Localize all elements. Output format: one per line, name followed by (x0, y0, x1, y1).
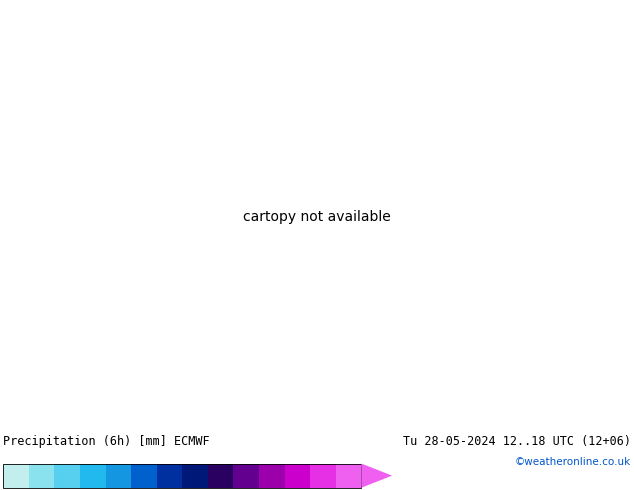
Bar (208, 464, 233, 488)
Bar (3, 464, 361, 488)
Polygon shape (361, 464, 392, 488)
Bar (336, 464, 361, 488)
Bar (29, 464, 55, 488)
Bar (80, 464, 105, 488)
Bar (233, 464, 259, 488)
Bar (131, 464, 157, 488)
Bar (157, 464, 183, 488)
Bar (55, 464, 80, 488)
Bar (310, 464, 336, 488)
Bar (105, 464, 131, 488)
Bar (183, 464, 208, 488)
Bar (3, 464, 29, 488)
Text: cartopy not available: cartopy not available (243, 210, 391, 224)
Text: Tu 28-05-2024 12..18 UTC (12+06): Tu 28-05-2024 12..18 UTC (12+06) (403, 435, 631, 448)
Text: ©weatheronline.co.uk: ©weatheronline.co.uk (515, 457, 631, 467)
Bar (259, 464, 285, 488)
Text: Precipitation (6h) [mm] ECMWF: Precipitation (6h) [mm] ECMWF (3, 435, 210, 448)
Bar (285, 464, 310, 488)
